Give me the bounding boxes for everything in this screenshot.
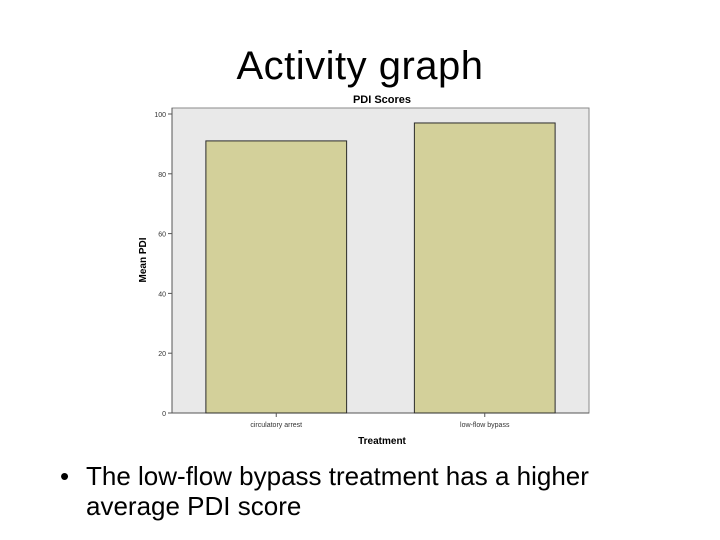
y-tick-label: 80 bbox=[158, 172, 166, 179]
bars-group bbox=[205, 122, 556, 414]
y-tick-label: 100 bbox=[154, 112, 166, 119]
x-axis-label: Treatment bbox=[358, 436, 406, 447]
bar bbox=[205, 140, 348, 414]
bullet-symbol: • bbox=[60, 461, 70, 491]
y-tick-label: 20 bbox=[158, 351, 166, 358]
bullet-point: • The low-flow bypass treatment has a hi… bbox=[60, 461, 680, 521]
chart-svg: PDI Scores 0 20 40 60 80 100 circulatory arre… bbox=[138, 94, 590, 447]
bullet-text: The low-flow bypass treatment has a high… bbox=[86, 461, 589, 521]
x-tick-label: low-flow bypass bbox=[460, 422, 510, 429]
slide-title: Activity graph bbox=[236, 44, 484, 88]
pdi-bar-chart: PDI Scores 0 20 40 60 80 100 circulatory arre… bbox=[130, 88, 600, 448]
y-tick-label: 0 bbox=[162, 411, 166, 418]
x-tick-label: circulatory arrest bbox=[250, 422, 302, 429]
y-axis-label: Mean PDI bbox=[138, 237, 149, 282]
y-tick-label: 40 bbox=[158, 291, 166, 298]
x-axis-ticks: circulatory arrest low-flow bypass bbox=[250, 413, 510, 429]
chart-title: PDI Scores bbox=[353, 94, 411, 106]
y-axis-ticks: 0 20 40 60 80 100 bbox=[154, 112, 172, 418]
bar bbox=[413, 122, 556, 414]
y-tick-label: 60 bbox=[158, 232, 166, 239]
